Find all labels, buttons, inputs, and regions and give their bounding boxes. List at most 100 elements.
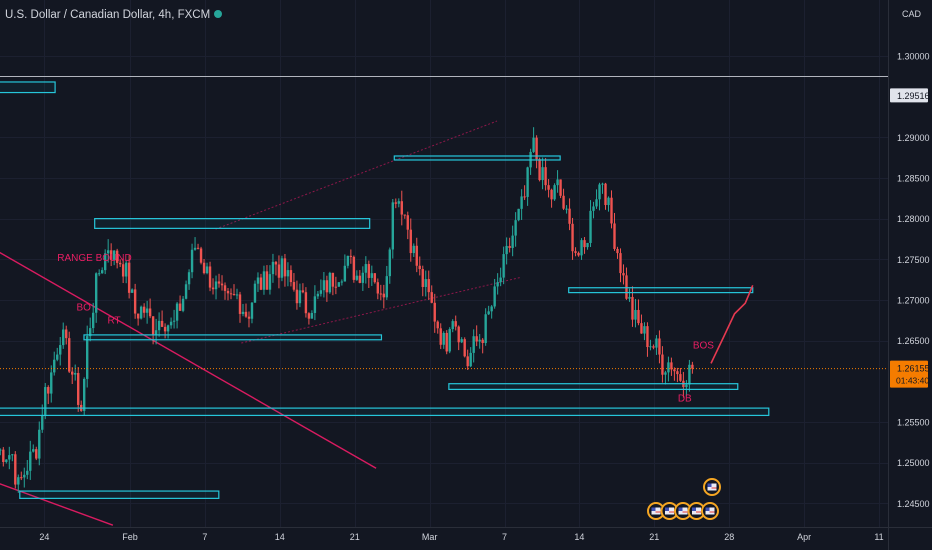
candle-down — [202, 262, 206, 274]
candle-up — [478, 339, 481, 342]
candle-down — [400, 201, 403, 215]
candle-down — [409, 229, 412, 254]
candle-up — [181, 298, 185, 311]
candle-down — [65, 329, 68, 339]
zone-rectangle[interactable] — [568, 287, 754, 294]
us-flag-icon — [705, 507, 715, 515]
candle-down — [136, 313, 140, 319]
candle-up — [250, 302, 254, 319]
candle-down — [466, 356, 469, 367]
candle-up — [520, 196, 523, 209]
zone-rectangle[interactable] — [94, 218, 371, 229]
candle-up — [235, 294, 239, 296]
candle-down — [613, 223, 616, 249]
candle-up — [601, 183, 604, 185]
flag-canton-icon — [705, 507, 710, 511]
candle-up — [271, 261, 275, 275]
candle-down — [277, 264, 281, 278]
candle-up — [83, 378, 86, 411]
candle-up — [91, 312, 95, 329]
annotation-label: BOS — [693, 341, 714, 352]
candle-up — [370, 273, 374, 278]
level-price-text: 1.29516 — [897, 91, 930, 101]
candle-up — [493, 286, 496, 307]
candle-up — [8, 455, 11, 460]
price-axis[interactable]: 1.30000 1.29000 1.28500 1.28000 1.27500 1.270… — [897, 51, 930, 508]
time-tick-label: 21 — [649, 532, 659, 542]
candle-up — [364, 264, 368, 273]
candle-down — [292, 282, 296, 290]
candle-up — [175, 303, 179, 321]
candle-up — [100, 270, 104, 274]
candle-down — [559, 179, 562, 196]
candle-up — [688, 364, 691, 385]
candle-down — [418, 265, 421, 270]
annotations: RANGE BOUND BO RT BOS DB — [57, 253, 714, 405]
candle-up — [607, 197, 610, 206]
candle-down — [616, 248, 619, 254]
candle-down — [232, 293, 236, 295]
trendline — [0, 483, 114, 526]
candle-up — [286, 270, 290, 277]
candle-down — [109, 250, 113, 260]
candle-up — [157, 320, 161, 331]
time-axis[interactable]: 24 Feb 7 14 21 Mar 7 14 21 28 Apr 11 — [39, 532, 883, 542]
flag-canton-icon — [707, 483, 712, 487]
candle-down — [331, 272, 335, 287]
zone-rectangle[interactable] — [448, 383, 739, 390]
us-flag-icon — [651, 507, 661, 515]
candle-down — [2, 449, 5, 463]
candle-up — [556, 179, 559, 186]
candle-down — [295, 289, 299, 304]
candle-down — [259, 277, 263, 290]
candle-down — [379, 293, 383, 295]
candle-up — [517, 208, 520, 221]
candle-down — [148, 308, 152, 317]
zone-rectangle[interactable] — [0, 407, 770, 417]
us-flag-icon — [692, 507, 701, 515]
candle-down — [35, 449, 38, 459]
candle-down — [568, 208, 571, 224]
candle-up — [23, 474, 26, 478]
candle-down — [301, 290, 305, 293]
zone-rectangle[interactable] — [83, 334, 383, 341]
candle-up — [343, 265, 347, 282]
candle-up — [319, 290, 323, 294]
candle-down — [457, 326, 460, 343]
candle-down — [211, 287, 215, 290]
candle-down — [625, 275, 628, 299]
zone-rectangle[interactable] — [0, 81, 56, 94]
economic-events[interactable] — [647, 478, 721, 520]
zones — [0, 81, 770, 499]
candle-down — [196, 247, 200, 249]
flag-canton-icon — [651, 507, 656, 511]
candle-up — [532, 137, 535, 152]
candle-down — [68, 338, 71, 372]
annotation-label: RANGE BOUND — [57, 253, 131, 264]
zone-rectangle[interactable] — [19, 490, 220, 499]
candle-down — [610, 197, 613, 224]
price-tick-label: 1.28500 — [897, 173, 930, 183]
candle-up — [124, 262, 128, 277]
candle-up — [59, 345, 62, 355]
candle-down — [289, 270, 293, 283]
candle-up — [592, 206, 595, 211]
candle-down — [619, 253, 622, 274]
candle-down — [415, 245, 418, 266]
candle-down — [142, 306, 146, 313]
candle-up — [268, 274, 272, 290]
candle-up — [460, 339, 463, 343]
zone-rectangle[interactable] — [393, 155, 561, 161]
candle-down — [550, 189, 553, 200]
candle-up — [313, 296, 317, 313]
candle-down — [403, 214, 406, 216]
trendlines — [0, 120, 522, 526]
candle-up — [649, 346, 652, 348]
candle-down — [421, 269, 424, 287]
candle-down — [427, 279, 430, 293]
candle-down — [121, 264, 125, 277]
candle-down — [376, 282, 380, 294]
grid — [0, 0, 888, 527]
candle-up — [106, 250, 110, 254]
